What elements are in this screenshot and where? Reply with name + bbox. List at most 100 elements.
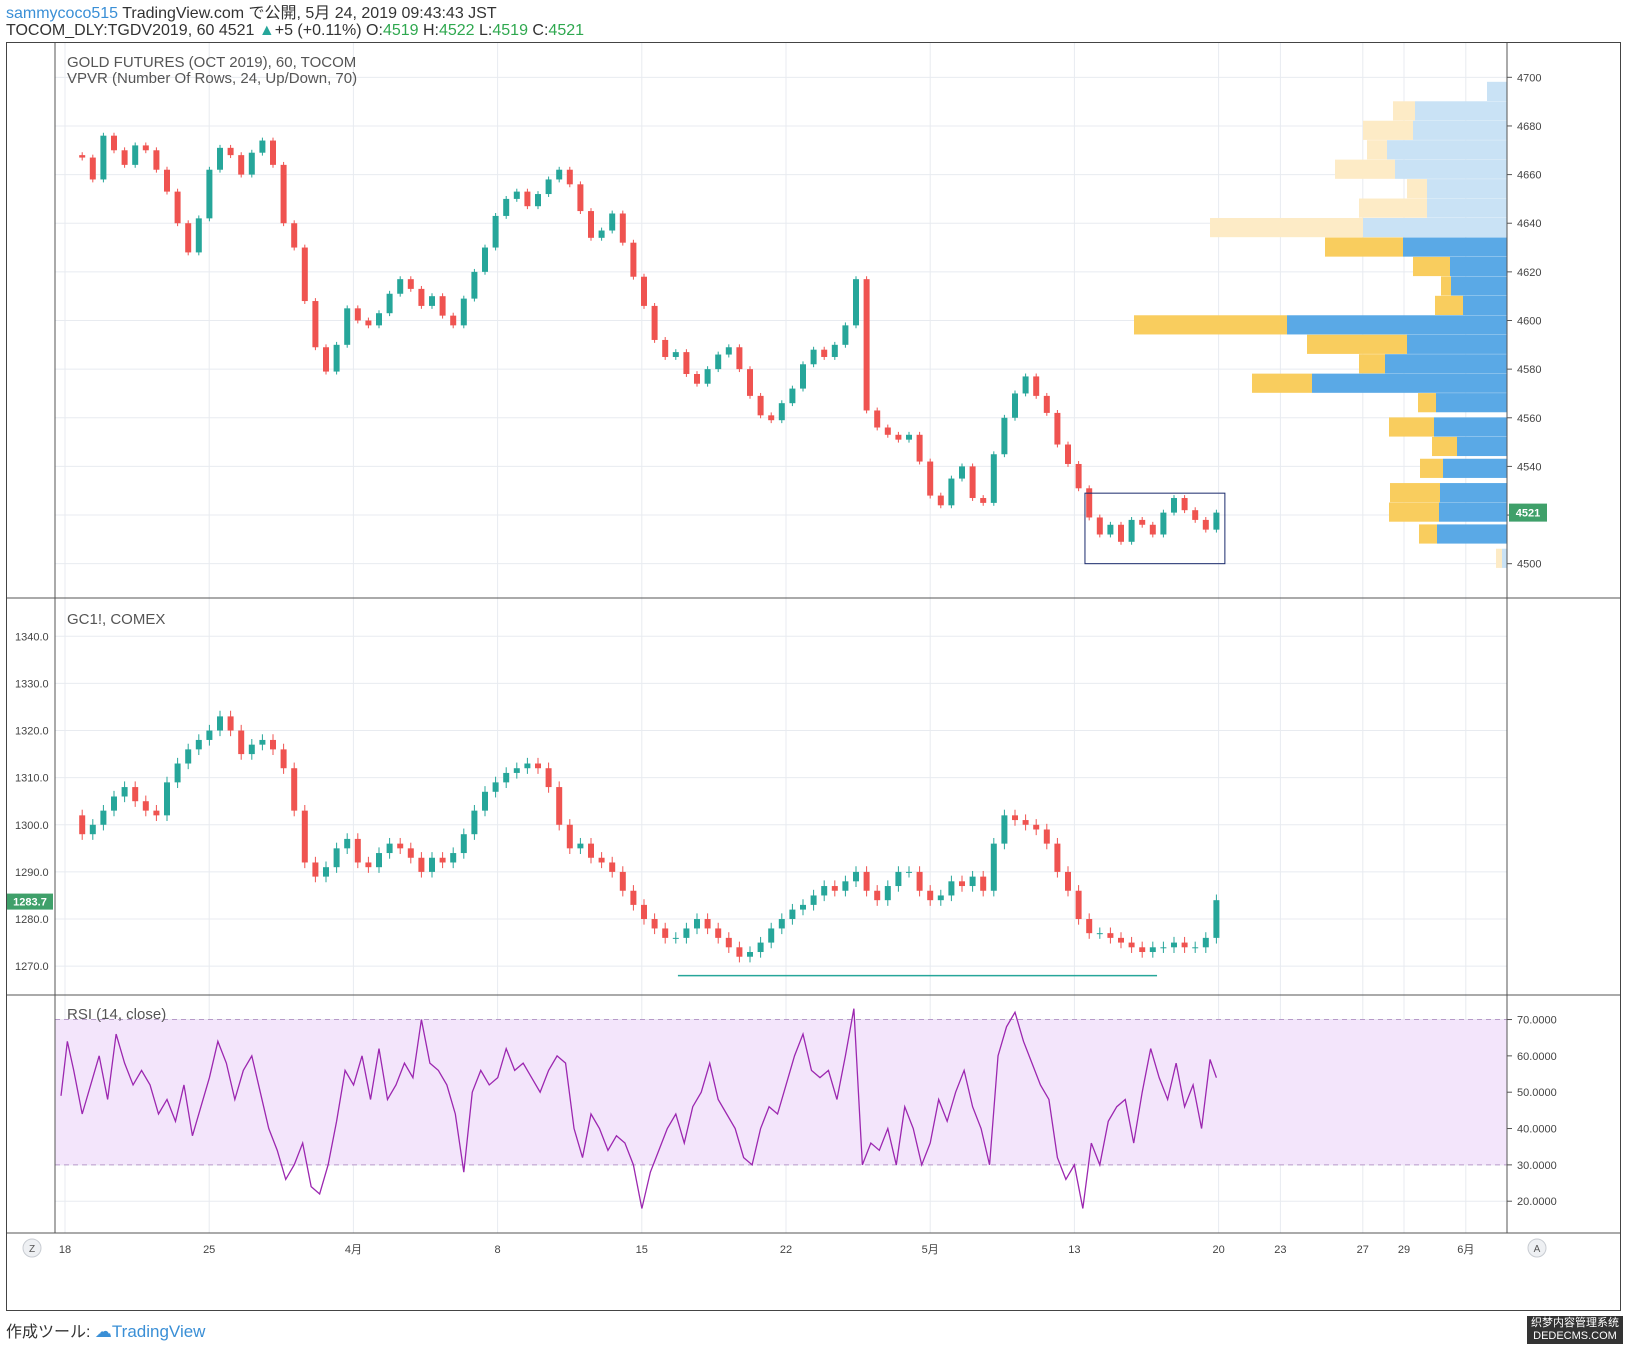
comex-candle — [630, 890, 637, 905]
time-tick-label: 25 — [203, 1244, 215, 1256]
watermark-line2: DEDECMS.COM — [1533, 1330, 1617, 1342]
comex-candle — [111, 796, 117, 811]
time-tick-label: 8 — [495, 1244, 501, 1256]
tocom-candle — [1128, 519, 1135, 542]
price-tick-label: 1330.0 — [15, 678, 49, 690]
tradingview-logo-icon[interactable]: ☁ — [94, 1322, 112, 1341]
time-tick-label: 13 — [1068, 1244, 1080, 1256]
vp-up-bar — [1434, 417, 1507, 437]
tocom-candle — [545, 179, 552, 195]
tocom-candle — [1054, 412, 1061, 445]
comex-candle — [725, 937, 732, 948]
tocom-candle — [927, 461, 934, 496]
tocom-candle — [535, 194, 541, 207]
tocom-candle — [747, 369, 753, 396]
comex-candle — [1139, 947, 1146, 953]
tocom-candle — [1086, 488, 1093, 518]
tocom-candle — [651, 305, 658, 340]
tocom-candle — [874, 410, 881, 428]
low-label: L: — [479, 22, 493, 39]
zoom-button-label: Z — [29, 1244, 35, 1255]
symbol-line: TOCOM_DLY:TGDV2019, 60 4521 ▲+5 (+0.11%)… — [6, 22, 584, 40]
comex-candle — [1054, 843, 1061, 872]
auto-scale-button[interactable] — [1527, 1238, 1547, 1258]
pane3-title: RSI (14, close) — [67, 1006, 166, 1023]
last-price-label: 4521 — [1516, 508, 1540, 520]
tocom-candle — [662, 339, 669, 357]
tocom-candle — [1096, 517, 1103, 535]
tocom-candle — [185, 223, 192, 253]
vp-down-bar — [1307, 334, 1407, 354]
tocom-candle — [757, 395, 764, 416]
vp-down-bar — [1363, 120, 1413, 140]
tocom-candle — [111, 135, 117, 151]
publish-info: TradingView.com で公開, 5月 24, 2019 09:43:4… — [122, 5, 497, 22]
vp-up-bar — [1463, 295, 1507, 316]
author-link[interactable]: sammycoco515 — [6, 5, 119, 22]
vp-up-bar — [1407, 334, 1507, 354]
tocom-candle — [524, 191, 531, 207]
zoom-button[interactable] — [22, 1238, 42, 1258]
vp-up-bar — [1403, 237, 1507, 257]
tocom-candle — [704, 369, 711, 384]
vp-down-bar — [1389, 417, 1434, 437]
vp-down-bar — [1359, 354, 1385, 374]
tocom-candle — [280, 164, 287, 224]
vp-down-bar — [1367, 140, 1387, 160]
tocom-candle — [1181, 498, 1188, 511]
tocom-candle — [248, 152, 255, 175]
tocom-candle — [725, 347, 732, 355]
vp-up-bar — [1413, 120, 1507, 140]
comex-candle — [800, 904, 806, 910]
comex-candle — [344, 838, 351, 849]
comex-candle — [206, 730, 213, 740]
comex-candle — [1033, 824, 1040, 830]
tradingview-link[interactable]: TradingView — [111, 1322, 206, 1341]
price-tick-label: 4600 — [1517, 316, 1541, 328]
comex-candle — [927, 890, 934, 901]
comex-candle — [704, 919, 711, 929]
comex-candle — [1096, 933, 1103, 935]
comex-candle — [397, 843, 404, 849]
tocom-candle — [990, 454, 997, 503]
comex-candle — [1065, 871, 1071, 891]
comex-candle — [895, 871, 902, 887]
tocom-candle — [89, 157, 96, 180]
tocom-candle — [513, 191, 520, 199]
comex-candle — [906, 871, 912, 873]
tocom-candle — [132, 145, 139, 165]
tocom-candle — [492, 215, 499, 248]
comex-candle — [301, 810, 308, 863]
auto-scale-button-label: A — [1534, 1244, 1541, 1255]
tocom-candle — [821, 349, 828, 357]
comex-candle — [863, 871, 870, 891]
publish-line: sammycoco515 TradingView.com で公開, 5月 24,… — [6, 5, 497, 23]
tocom-candle — [683, 352, 690, 374]
tocom-candle — [471, 271, 478, 299]
vp-down-bar — [1252, 373, 1312, 393]
tocom-candle — [376, 313, 382, 326]
vp-up-bar — [1415, 101, 1507, 121]
tocom-candle — [1160, 512, 1167, 535]
tocom-candle — [1139, 519, 1146, 525]
chart-canvas[interactable]: 18254月815225月13202327296月ZA4500452045404… — [7, 43, 1620, 1310]
comex-candle — [1043, 829, 1050, 844]
comex-candle — [588, 843, 594, 858]
tocom-candle — [312, 301, 319, 348]
tocom-candle — [715, 354, 722, 370]
comex-candle — [768, 928, 775, 943]
tocom-candle — [79, 155, 86, 158]
comex-candle — [482, 791, 488, 811]
price-tick-label: 4580 — [1517, 364, 1541, 376]
tocom-candle — [164, 169, 170, 192]
comex-candle — [418, 857, 425, 872]
rsi-tick-label: 30.0000 — [1517, 1160, 1557, 1172]
vp-down-bar — [1389, 502, 1439, 522]
comex-candle — [694, 919, 700, 929]
tocom-candle — [450, 315, 457, 326]
low-value: 4519 — [492, 22, 528, 39]
tocom-candle — [630, 242, 637, 277]
tocom-candle — [365, 320, 372, 326]
tocom-candle — [1213, 512, 1220, 530]
tocom-candle — [174, 191, 181, 224]
